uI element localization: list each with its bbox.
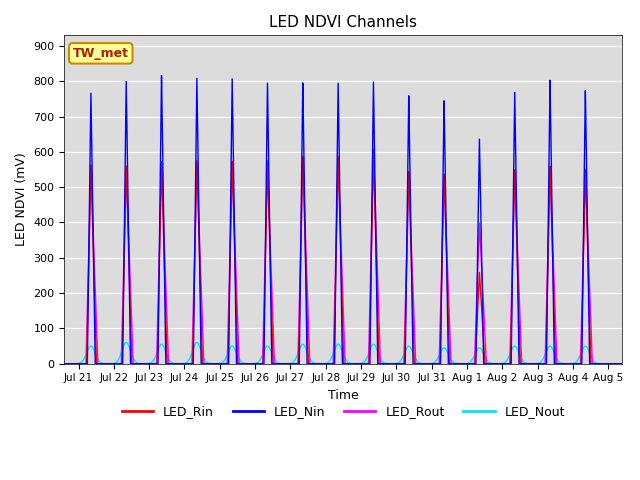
X-axis label: Time: Time: [328, 389, 359, 402]
Title: LED NDVI Channels: LED NDVI Channels: [269, 15, 417, 30]
Text: TW_met: TW_met: [73, 47, 129, 60]
Y-axis label: LED NDVI (mV): LED NDVI (mV): [15, 153, 28, 246]
Legend: LED_Rin, LED_Nin, LED_Rout, LED_Nout: LED_Rin, LED_Nin, LED_Rout, LED_Nout: [116, 400, 570, 423]
